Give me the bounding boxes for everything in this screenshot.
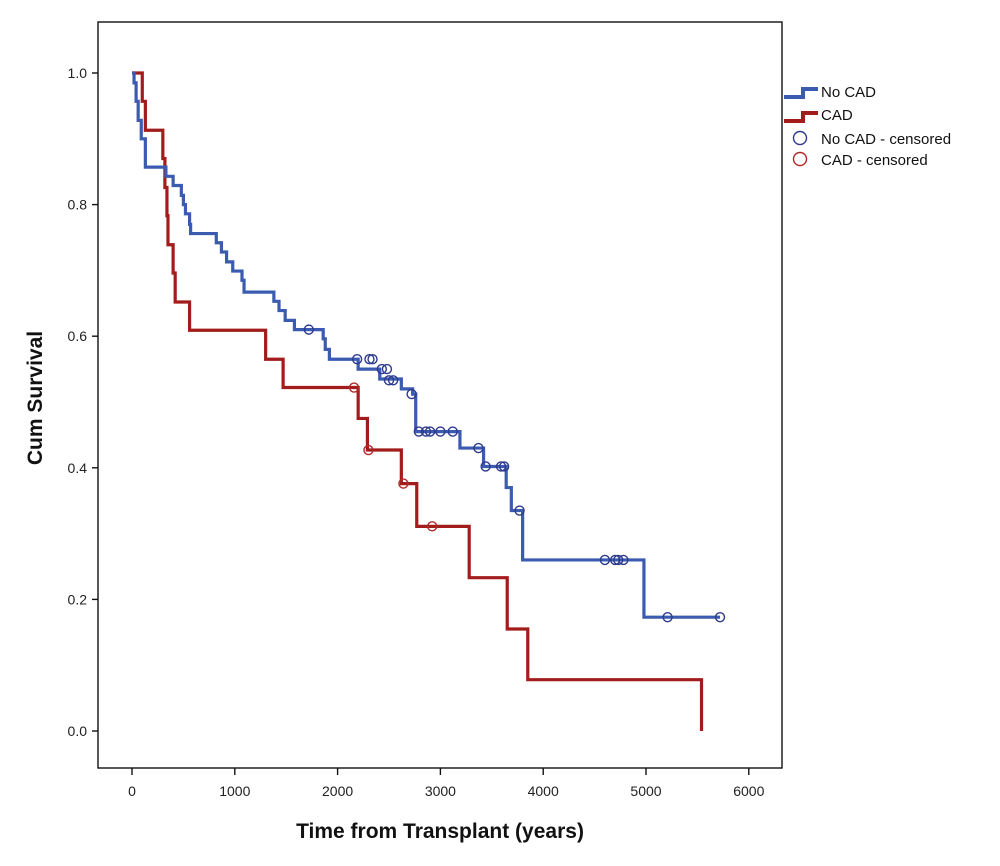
censor-mark-no-cad (367, 354, 378, 365)
legend-marker-no-cad-censored (792, 130, 808, 146)
legend-swatch-cad (784, 111, 818, 123)
x-tick-label: 6000 (733, 783, 764, 799)
censor-mark-cad (426, 521, 438, 532)
censor-mark-no-cad (383, 375, 395, 386)
censor-mark-no-cad (514, 505, 525, 516)
censor-mark-no-cad (480, 461, 491, 472)
legend-label-cad-censored: CAD - censored (821, 152, 928, 169)
legend-label-no-cad-censored: No CAD - censored (821, 131, 951, 148)
censor-mark-no-cad (413, 426, 425, 437)
censor-mark-no-cad (714, 611, 726, 623)
censor-mark-no-cad (498, 461, 510, 472)
censor-mark-no-cad (618, 554, 629, 566)
legend-label-cad: CAD (821, 107, 853, 124)
survival-curve-cad (132, 71, 704, 731)
legend-swatch-no-cad (784, 87, 818, 99)
x-axis: 0 1000 2000 3000 4000 5000 6000 (128, 768, 765, 799)
x-axis-title: Time from Transplant (years) (296, 820, 584, 843)
censor-mark-cad (398, 478, 409, 489)
x-tick-label: 4000 (528, 783, 559, 799)
censor-mark-no-cad (420, 426, 432, 437)
censor-mark-no-cad (376, 363, 388, 375)
censor-mark-no-cad (599, 554, 611, 566)
censor-mark-cad (363, 444, 374, 456)
x-tick-label: 1000 (219, 783, 250, 799)
censor-mark-no-cad (364, 354, 375, 365)
censor-mark-no-cad (424, 426, 436, 437)
legend-marker-cad-censored (792, 151, 808, 167)
censor-mark-no-cad (495, 461, 507, 472)
y-tick-label: 0.0 (68, 723, 88, 739)
censor-mark-no-cad (473, 442, 484, 454)
y-axis-title: Cum Survival (24, 331, 47, 465)
censor-mark-no-cad (303, 324, 315, 335)
y-axis: 0.0 0.2 0.4 0.6 0.8 1.0 (68, 65, 98, 739)
censor-mark-no-cad (381, 363, 393, 375)
legend-label-no-cad: No CAD (821, 84, 876, 101)
x-tick-label: 0 (128, 783, 136, 799)
y-tick-label: 0.6 (68, 328, 88, 344)
censor-mark-no-cad (406, 388, 417, 400)
x-tick-label: 3000 (425, 783, 456, 799)
legend: No CAD CAD No CAD - censored CAD - censo… (784, 84, 951, 169)
survival-curve-no-cad (132, 71, 721, 619)
censor-mark-no-cad (387, 375, 399, 386)
censor-mark-no-cad (351, 354, 363, 365)
censor-mark-no-cad (435, 426, 446, 437)
plot-frame (97, 21, 783, 769)
y-tick-label: 0.4 (68, 460, 88, 476)
x-tick-label: 2000 (322, 783, 353, 799)
y-tick-label: 0.2 (68, 591, 88, 607)
censor-mark-no-cad (609, 554, 621, 566)
censor-mark-cad (348, 382, 360, 393)
y-tick-label: 0.8 (68, 197, 88, 213)
y-tick-label: 1.0 (68, 65, 88, 81)
x-tick-label: 5000 (630, 783, 661, 799)
censor-mark-no-cad (662, 611, 673, 623)
censor-mark-no-cad (447, 426, 458, 437)
censor-mark-no-cad (613, 554, 624, 566)
series-layer (132, 71, 726, 731)
